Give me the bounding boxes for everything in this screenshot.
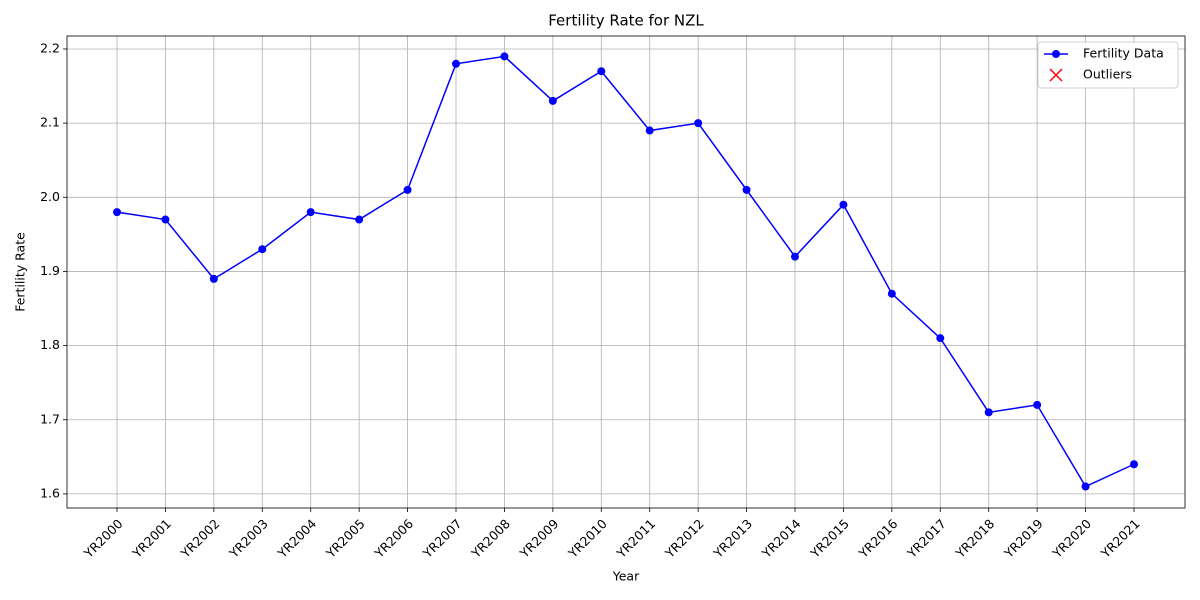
series <box>113 52 1138 491</box>
point <box>258 245 267 254</box>
point <box>306 208 315 217</box>
point <box>161 215 170 224</box>
y-tick-label: 1.9 <box>40 263 60 278</box>
y-tick-label: 2.2 <box>40 40 60 55</box>
x-tick-label: YR2015 <box>807 516 852 561</box>
x-tick-label: YR2014 <box>758 516 803 561</box>
y-tick-label: 1.6 <box>40 485 60 500</box>
x-tick-label: YR2006 <box>371 516 416 561</box>
legend-symbol <box>1052 50 1060 58</box>
y-tick-label: 1.8 <box>40 337 60 352</box>
point <box>403 185 412 194</box>
x-tick-label: YR2008 <box>468 516 513 561</box>
point <box>113 208 121 217</box>
y-tick-label: 2.1 <box>40 115 60 130</box>
x-tick-label: YR2012 <box>661 516 706 561</box>
legend-box <box>1037 41 1179 89</box>
point <box>694 119 703 128</box>
point <box>936 334 945 343</box>
point <box>791 252 799 261</box>
legend-label: Fertility Data <box>1083 46 1164 61</box>
point <box>500 52 509 61</box>
y-tick-label: 1.7 <box>40 411 60 426</box>
point <box>645 126 654 135</box>
x-axis-label: Year <box>612 569 640 584</box>
x-tick-label: YR2010 <box>565 516 610 561</box>
y-axis-label: Fertility Rate <box>13 232 28 312</box>
x-tick-label: YR2001 <box>129 516 174 561</box>
x-tick-label: YR2007 <box>419 516 464 561</box>
x-tick-label: YR2011 <box>613 516 658 561</box>
y-tick-label: 2.0 <box>40 189 60 204</box>
point <box>209 274 218 283</box>
x-tick-label: YR2018 <box>952 516 997 561</box>
point <box>1130 460 1138 469</box>
point <box>742 185 751 194</box>
x-tick-label: YR2002 <box>177 516 222 561</box>
x-tick-label: YR2000 <box>80 516 125 561</box>
x-tick-label: YR2017 <box>904 516 949 561</box>
x-tick-label: YR2019 <box>1000 516 1045 561</box>
x-tick-label: YR2003 <box>226 516 271 561</box>
point <box>452 59 460 68</box>
legend: Fertility Data Outliers <box>1037 41 1179 89</box>
legend-label: Outliers <box>1083 67 1132 82</box>
point <box>355 215 364 224</box>
x-tick-label: YR2016 <box>855 516 900 561</box>
chart-title: Fertility Rate for NZL <box>548 12 704 30</box>
point <box>839 200 848 209</box>
x-tick-label: YR2020 <box>1049 516 1094 561</box>
point <box>597 67 606 76</box>
x-tick-label: YR2009 <box>516 516 561 561</box>
legend-symbol <box>1049 68 1063 82</box>
point <box>1033 400 1042 409</box>
line <box>116 55 1135 488</box>
point <box>887 289 896 298</box>
x-tick-label: YR2005 <box>322 516 367 561</box>
point <box>548 96 557 105</box>
x-tick-label: YR2013 <box>710 516 755 561</box>
plot-frame <box>66 35 1186 509</box>
point <box>984 408 993 417</box>
x-tick-label: YR2021 <box>1097 516 1142 561</box>
x-tick-label: YR2004 <box>274 516 319 561</box>
point <box>1081 482 1090 491</box>
